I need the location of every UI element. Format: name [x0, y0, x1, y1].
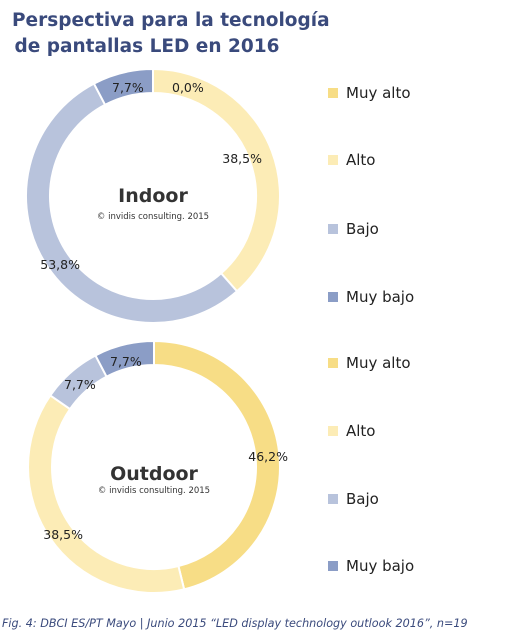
outdoor-value-label-alto: 38,5%: [43, 527, 83, 542]
legend-swatch: [328, 88, 338, 98]
outdoor-slice-muy-bajo: [94, 339, 155, 379]
legend-swatch: [328, 358, 338, 368]
outdoor-legend-item-muy-bajo: Muy bajo: [328, 556, 414, 576]
legend-label: Muy alto: [346, 84, 411, 102]
outdoor-donut-chart: 46,2% 38,5% 7,7% 7,7% Outdoor© invidis consu…: [27, 339, 288, 594]
legend-label: Alto: [346, 422, 376, 440]
outdoor-value-label-bajo: 7,7%: [64, 377, 96, 392]
indoor-legend-item-muy-alto: Muy alto: [328, 83, 411, 103]
indoor-legend-item-alto: Alto: [328, 150, 376, 170]
figure-caption: Fig. 4: DBCI ES/PT Mayo | Junio 2015 “LE…: [2, 617, 468, 630]
title-line-2: de pantallas LED en 2016: [14, 36, 280, 57]
indoor-slice-alto: [152, 67, 281, 293]
legend-swatch: [328, 494, 338, 504]
outdoor-value-label-muy-bajo: 7,7%: [110, 354, 142, 369]
indoor-value-label-alto: 38,5%: [222, 151, 262, 166]
legend-label: Alto: [346, 151, 376, 169]
indoor-legend-item-bajo: Bajo: [328, 219, 379, 239]
indoor-legend-item-muy-bajo: Muy bajo: [328, 287, 414, 307]
outdoor-legend-item-alto: Alto: [328, 421, 376, 441]
legend-swatch: [328, 561, 338, 571]
legend-label: Bajo: [346, 490, 379, 508]
outdoor-center-subtitle: © invidis consulting. 2015: [98, 486, 210, 496]
outdoor-value-label-muy-alto: 46,2%: [248, 449, 288, 464]
indoor-donut-chart: 0,0% 38,5% 53,8% 7,7% Indoor © invidis consul…: [25, 67, 281, 324]
indoor-value-label-muy-alto: 0,0%: [172, 80, 204, 95]
outdoor-legend-item-muy-alto: Muy alto: [328, 353, 411, 373]
legend-swatch: [328, 224, 338, 234]
legend-swatch: [328, 292, 338, 302]
legend-label: Muy alto: [346, 354, 411, 372]
indoor-slice-muy-bajo: [92, 67, 154, 107]
legend-label: Bajo: [346, 220, 379, 238]
legend-label: Muy bajo: [346, 288, 415, 306]
chart-title: Perspectiva para la tecnología de pantal…: [12, 8, 330, 60]
legend-swatch: [328, 155, 338, 165]
legend-swatch: [328, 426, 338, 436]
indoor-value-label-bajo: 53,8%: [40, 257, 80, 272]
indoor-value-label-muy-bajo: 7,7%: [112, 80, 144, 95]
indoor-center-subtitle: © invidis consulting. 2015: [97, 212, 209, 222]
outdoor-legend-item-bajo: Bajo: [328, 489, 379, 509]
legend-label: Muy bajo: [346, 557, 415, 575]
title-line-1: Perspectiva para la tecnología: [12, 10, 330, 31]
indoor-center-title: Indoor: [118, 185, 188, 207]
outdoor-center-title: Outdoor: [110, 463, 198, 485]
